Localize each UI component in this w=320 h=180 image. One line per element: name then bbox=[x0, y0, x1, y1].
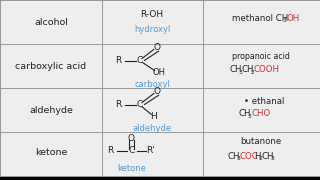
Text: CH: CH bbox=[242, 65, 254, 74]
Text: COOH: COOH bbox=[253, 65, 280, 74]
Text: O: O bbox=[154, 43, 160, 52]
Text: CH: CH bbox=[229, 65, 242, 74]
Text: butanone: butanone bbox=[241, 137, 282, 146]
Text: hydroxyl: hydroxyl bbox=[134, 25, 170, 34]
Text: aldehyde: aldehyde bbox=[132, 124, 172, 133]
Text: CH: CH bbox=[239, 109, 252, 118]
Text: H: H bbox=[150, 112, 157, 121]
Text: H: H bbox=[254, 152, 260, 161]
Text: COC: COC bbox=[240, 152, 259, 161]
Text: 3: 3 bbox=[238, 70, 242, 75]
Text: C: C bbox=[136, 56, 142, 65]
Text: alcohol: alcohol bbox=[34, 18, 68, 27]
Text: carboxyl: carboxyl bbox=[134, 80, 170, 89]
Text: CHO: CHO bbox=[251, 109, 270, 118]
Text: OH: OH bbox=[152, 68, 165, 77]
Text: aldehyde: aldehyde bbox=[29, 106, 73, 115]
Text: ketone: ketone bbox=[35, 148, 67, 157]
Text: R': R' bbox=[146, 146, 155, 155]
Text: R-OH: R-OH bbox=[140, 10, 164, 19]
Text: C: C bbox=[136, 100, 142, 109]
Text: OH: OH bbox=[286, 14, 300, 23]
Text: methanol CH: methanol CH bbox=[233, 14, 289, 23]
Text: CH: CH bbox=[262, 152, 274, 161]
Text: CH: CH bbox=[228, 152, 240, 161]
Text: • ethanal: • ethanal bbox=[244, 97, 285, 106]
Text: O: O bbox=[128, 134, 135, 143]
Text: C: C bbox=[128, 146, 134, 155]
Text: R: R bbox=[108, 146, 114, 155]
Text: carboxylic acid: carboxylic acid bbox=[15, 62, 86, 71]
Text: 3: 3 bbox=[282, 18, 286, 23]
Text: R: R bbox=[116, 56, 122, 65]
Text: R: R bbox=[116, 100, 122, 109]
Text: 3: 3 bbox=[237, 156, 240, 161]
Text: 3: 3 bbox=[248, 114, 252, 119]
Text: propanoic acid: propanoic acid bbox=[232, 52, 290, 61]
Text: 2: 2 bbox=[259, 156, 263, 161]
Text: 3: 3 bbox=[271, 156, 274, 161]
Text: ketone: ketone bbox=[117, 164, 146, 173]
Text: O: O bbox=[154, 87, 160, 96]
Text: 2: 2 bbox=[250, 70, 254, 75]
